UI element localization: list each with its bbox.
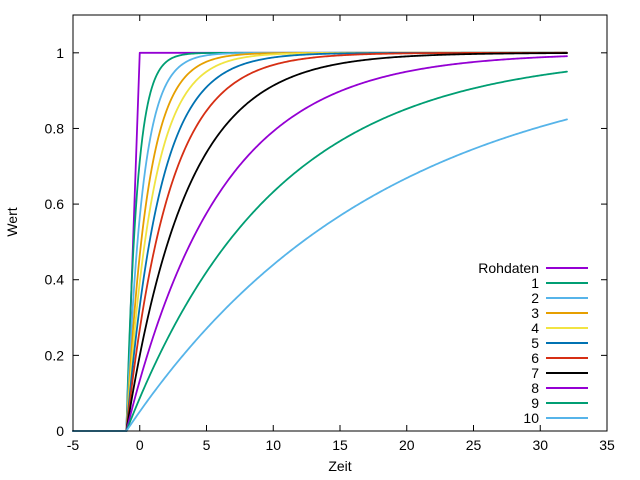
- series-line-7: [72, 52, 568, 432]
- x-tick-label: 20: [399, 437, 415, 453]
- legend-label: 7: [531, 365, 539, 381]
- x-tick-label: -5: [67, 437, 80, 453]
- legend-label: 1: [531, 275, 539, 291]
- legend-label: 4: [531, 320, 539, 336]
- series-layer: [72, 51, 568, 432]
- legend-label: 6: [531, 350, 539, 366]
- x-tick-label: 10: [265, 437, 281, 453]
- series-line-10: [72, 118, 568, 432]
- x-tick-label: 25: [466, 437, 482, 453]
- legend-label: Rohdaten: [478, 260, 539, 276]
- y-axis-label: Wert: [4, 207, 20, 236]
- y-tick-label: 1: [56, 45, 64, 61]
- legend-label: 5: [531, 335, 539, 351]
- series-line-8: [72, 55, 568, 432]
- x-tick-label: 5: [203, 437, 211, 453]
- series-line-9: [72, 70, 568, 432]
- x-tick-label: 0: [136, 437, 144, 453]
- y-tick-label: 0.2: [45, 347, 65, 363]
- x-tick-label: 15: [332, 437, 348, 453]
- y-tick-label: 0.6: [45, 196, 65, 212]
- y-tick-label: 0.4: [45, 272, 65, 288]
- y-tick-label: 0.8: [45, 120, 65, 136]
- legend-label: 2: [531, 290, 539, 306]
- legend-label: 10: [523, 410, 539, 426]
- x-tick-label: 35: [599, 437, 615, 453]
- x-axis-label: Zeit: [328, 458, 351, 474]
- legend-label: 8: [531, 380, 539, 396]
- legend-label: 9: [531, 395, 539, 411]
- y-tick-label: 0: [56, 423, 64, 439]
- legend-label: 3: [531, 305, 539, 321]
- x-tick-label: 30: [532, 437, 548, 453]
